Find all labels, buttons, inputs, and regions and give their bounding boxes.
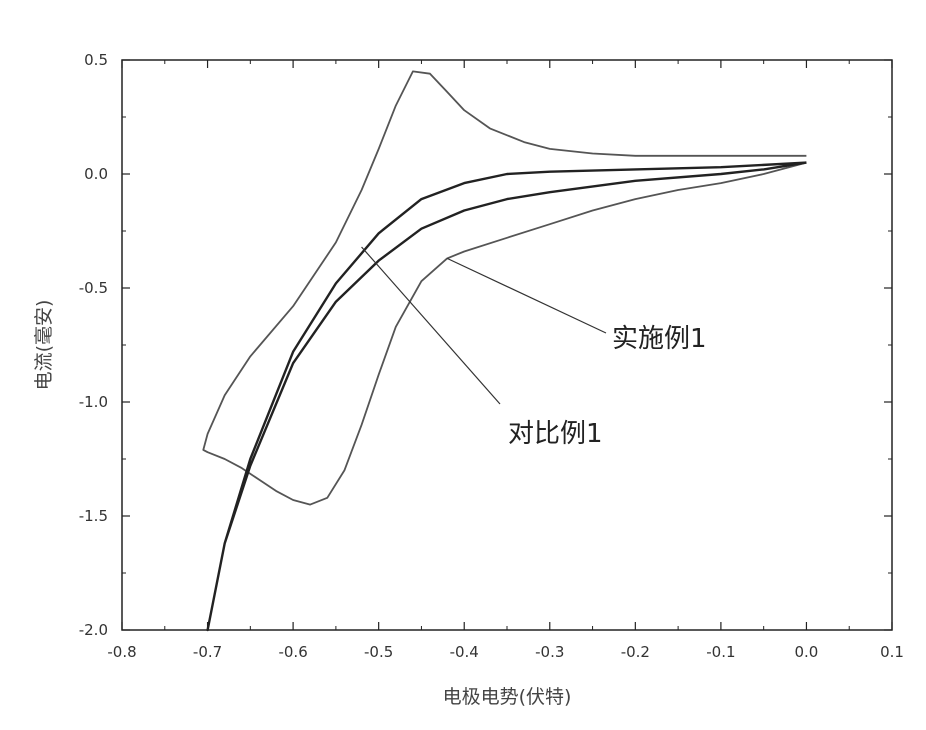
y-tick-label: -1.5 <box>79 507 108 525</box>
annotation-leader-lines <box>362 247 606 404</box>
x-tick-label: 0.0 <box>795 643 819 661</box>
x-tick-label: -0.8 <box>107 643 136 661</box>
x-tick-labels: -0.8 -0.7 -0.6 -0.5 -0.4 -0.3 -0.2 -0.1 0.0 0.1 <box>107 643 904 661</box>
y-tick-label: 0.5 <box>84 51 108 69</box>
series-line-1 <box>203 71 806 504</box>
x-tick-label: -0.5 <box>364 643 393 661</box>
annotation-leader-1 <box>447 258 606 333</box>
x-tick-label: 0.1 <box>880 643 904 661</box>
y-tick-label: 0.0 <box>84 165 108 183</box>
axis-ticks <box>122 60 892 630</box>
x-axis-title: 电极电势(伏特) <box>443 686 572 708</box>
y-tick-label: -2.0 <box>79 621 108 639</box>
annotation-leader-2 <box>362 247 500 404</box>
x-tick-label: -0.3 <box>535 643 564 661</box>
series-lines <box>203 71 806 630</box>
plot-frame <box>122 60 892 630</box>
y-tick-labels: 0.5 0.0 -0.5 -1.0 -1.5 -2.0 <box>79 51 108 639</box>
x-tick-label: -0.6 <box>278 643 307 661</box>
x-tick-label: -0.1 <box>706 643 735 661</box>
y-axis-title: 电流(毫安) <box>33 300 55 391</box>
x-tick-label: -0.7 <box>193 643 222 661</box>
y-tick-label: -1.0 <box>79 393 108 411</box>
y-tick-label: -0.5 <box>79 279 108 297</box>
annotation-duibili1: 对比例1 <box>508 419 603 449</box>
series-line-2 <box>208 163 807 630</box>
annotation-shishili1: 实施例1 <box>612 324 707 354</box>
x-tick-label: -0.4 <box>450 643 479 661</box>
x-tick-label: -0.2 <box>621 643 650 661</box>
